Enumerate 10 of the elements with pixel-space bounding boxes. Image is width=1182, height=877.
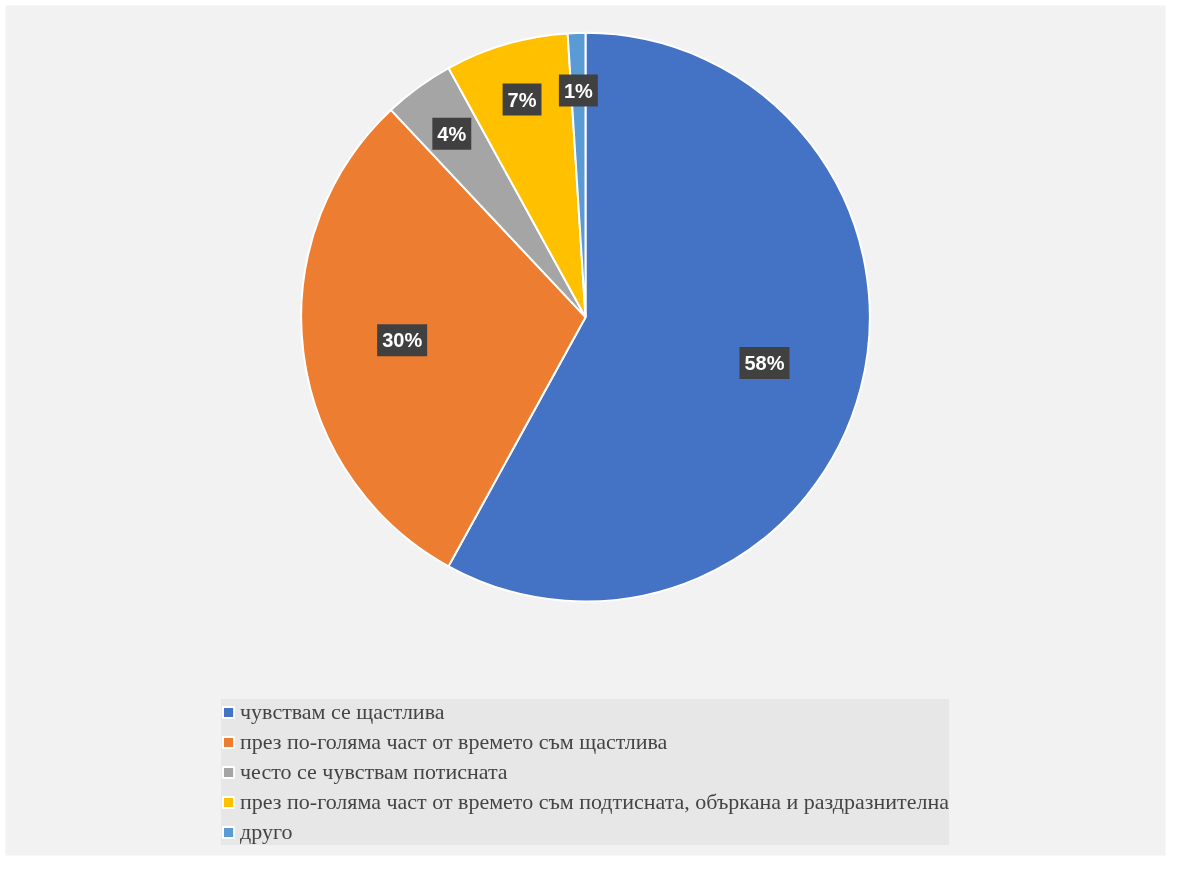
legend-label: друго	[240, 819, 293, 845]
legend-label: чувствам се щастлива	[240, 699, 445, 725]
legend-label: често се чувствам потисната	[240, 759, 508, 785]
legend-label: през по-голяма част от времето съм щастлива	[240, 729, 668, 755]
data-label: 30%	[382, 329, 423, 352]
data-label: 4%	[437, 122, 467, 145]
legend-label: през по-голяма част от времето съм подтисната, объркана и раздразнителна	[240, 789, 949, 815]
data-label: 7%	[507, 88, 537, 111]
data-label: 1%	[563, 79, 594, 102]
data-label: 58%	[744, 351, 785, 374]
